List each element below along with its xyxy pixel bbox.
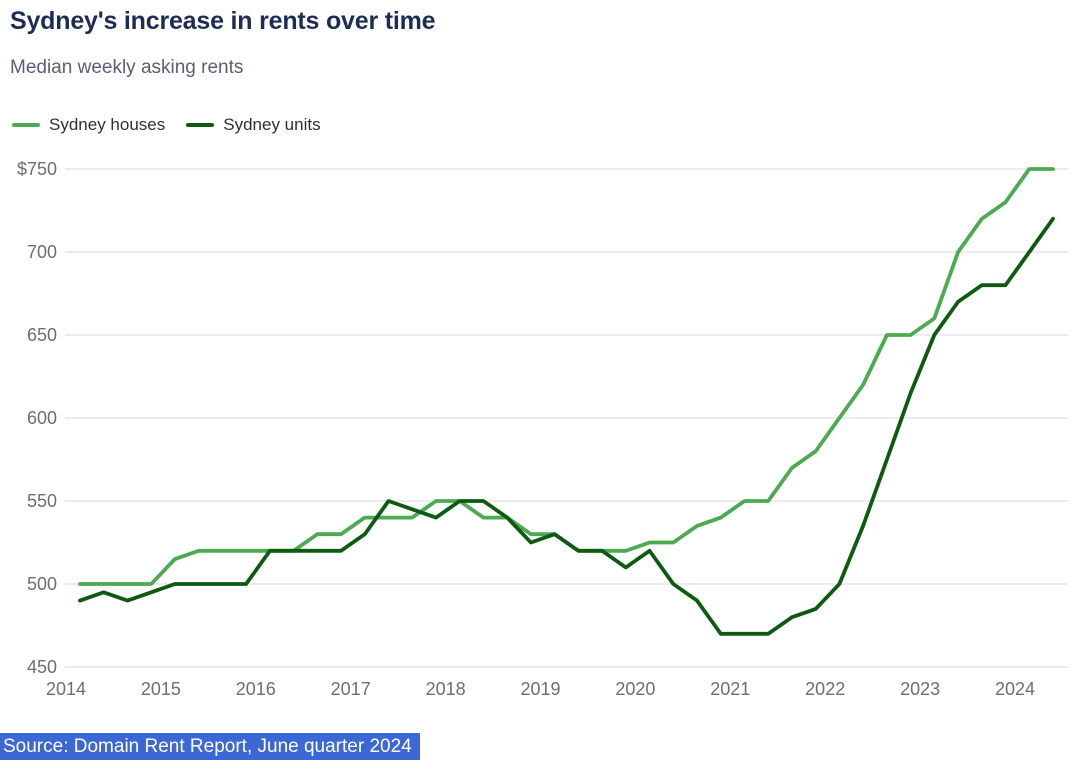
- legend-item-units[interactable]: Sydney units: [186, 115, 321, 135]
- page-subtitle: Median weekly asking rents: [10, 57, 244, 78]
- x-tick-label: 2021: [710, 679, 750, 699]
- chart-legend: Sydney houses Sydney units: [12, 112, 321, 138]
- x-tick-label: 2023: [900, 679, 940, 699]
- y-tick-label: 600: [27, 408, 57, 428]
- x-tick-label: 2020: [615, 679, 655, 699]
- units-series-line[interactable]: [78, 216, 1055, 636]
- x-tick-label: 2018: [426, 679, 466, 699]
- legend-item-houses[interactable]: Sydney houses: [12, 115, 165, 135]
- houses-line-swatch-icon: [12, 123, 40, 127]
- x-tick-label: 2019: [520, 679, 560, 699]
- y-tick-label: 700: [27, 242, 57, 262]
- y-tick-label: 450: [27, 657, 57, 677]
- y-tick-label: $750: [17, 159, 57, 179]
- x-tick-label: 2014: [46, 679, 86, 699]
- source-citation: Source: Domain Rent Report, June quarter…: [0, 733, 420, 760]
- y-tick-label: 500: [27, 574, 57, 594]
- x-tick-label: 2016: [236, 679, 276, 699]
- x-tick-label: 2022: [805, 679, 845, 699]
- y-tick-label: 650: [27, 325, 57, 345]
- x-axis-labels: 2014 2015 2016 2017 2018 2019 2020 2021 2022 2023…: [46, 679, 1035, 699]
- legend-label-units: Sydney units: [223, 115, 321, 134]
- x-tick-label: 2024: [995, 679, 1035, 699]
- legend-label-houses: Sydney houses: [49, 115, 166, 134]
- gridlines: [65, 168, 1068, 668]
- units-line-swatch-icon: [186, 123, 215, 127]
- x-tick-label: 2015: [141, 679, 181, 699]
- y-tick-label: 550: [27, 491, 57, 511]
- y-axis-labels: $750 700 650 600 550 500 450: [17, 159, 57, 677]
- houses-series-line[interactable]: [78, 167, 1055, 586]
- x-tick-label: 2017: [331, 679, 371, 699]
- page-title: Sydney's increase in rents over time: [10, 7, 436, 35]
